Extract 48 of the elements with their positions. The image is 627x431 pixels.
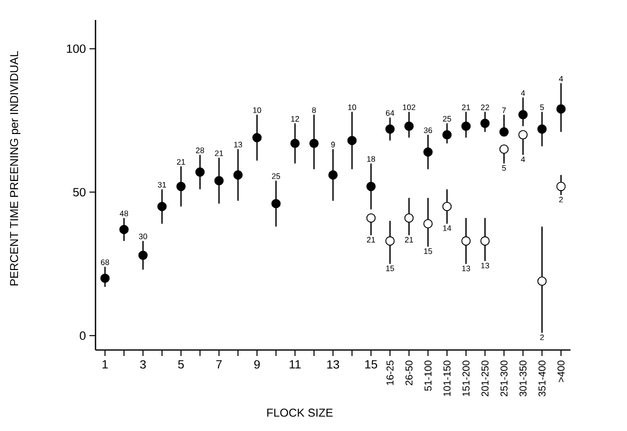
x-tick-label: 151-200 <box>462 360 470 396</box>
x-tick-label: 1 <box>102 360 108 368</box>
point <box>100 274 110 283</box>
x-tick-label: 26-50 <box>405 360 413 386</box>
x-tick-label: 351-400 <box>538 360 546 396</box>
x-tick-label: 301-350 <box>519 360 527 396</box>
point <box>480 118 490 128</box>
point <box>138 250 148 260</box>
point <box>157 202 167 212</box>
x-tick-label: 51-100 <box>424 360 432 391</box>
point <box>290 138 300 148</box>
x-tick-label: 11 <box>290 360 301 368</box>
point <box>195 167 205 177</box>
point <box>309 138 319 148</box>
x-tick-label: >400 <box>557 360 565 382</box>
x-tick-label: 13 <box>327 360 340 369</box>
point <box>214 176 224 186</box>
point <box>328 170 338 180</box>
x-tick-label: 7 <box>216 360 222 368</box>
point <box>176 182 186 192</box>
point <box>423 147 433 157</box>
point <box>442 130 452 140</box>
x-tick-label: 251-300 <box>500 360 508 396</box>
point <box>252 133 262 142</box>
y-tick-label: 50 <box>73 188 86 196</box>
x-tick-label: 9 <box>254 360 260 369</box>
x-tick-label: 15 <box>365 360 378 369</box>
point <box>347 136 357 146</box>
point <box>518 110 528 120</box>
point <box>461 122 471 131</box>
point <box>404 122 414 131</box>
x-tick-label: 101-150 <box>443 360 451 396</box>
point <box>119 224 129 234</box>
y-axis-title: PERCENT TIME PREENING per INDIVIDUAL <box>10 51 20 286</box>
point <box>385 124 395 134</box>
y-tick-label: 100 <box>66 44 86 53</box>
x-axis-title: FLOCK SIZE <box>267 408 333 417</box>
point <box>556 104 566 114</box>
x-tick-label: 16-25 <box>386 360 394 385</box>
x-tick-label: 3 <box>140 360 146 369</box>
x-tick-label: 5 <box>178 360 184 369</box>
point <box>366 182 376 192</box>
x-tick-label: 201-250 <box>481 360 489 396</box>
point <box>233 170 243 180</box>
point <box>271 199 281 208</box>
y-tick-label: 0 <box>80 331 86 340</box>
point <box>499 127 509 137</box>
point <box>537 124 547 134</box>
